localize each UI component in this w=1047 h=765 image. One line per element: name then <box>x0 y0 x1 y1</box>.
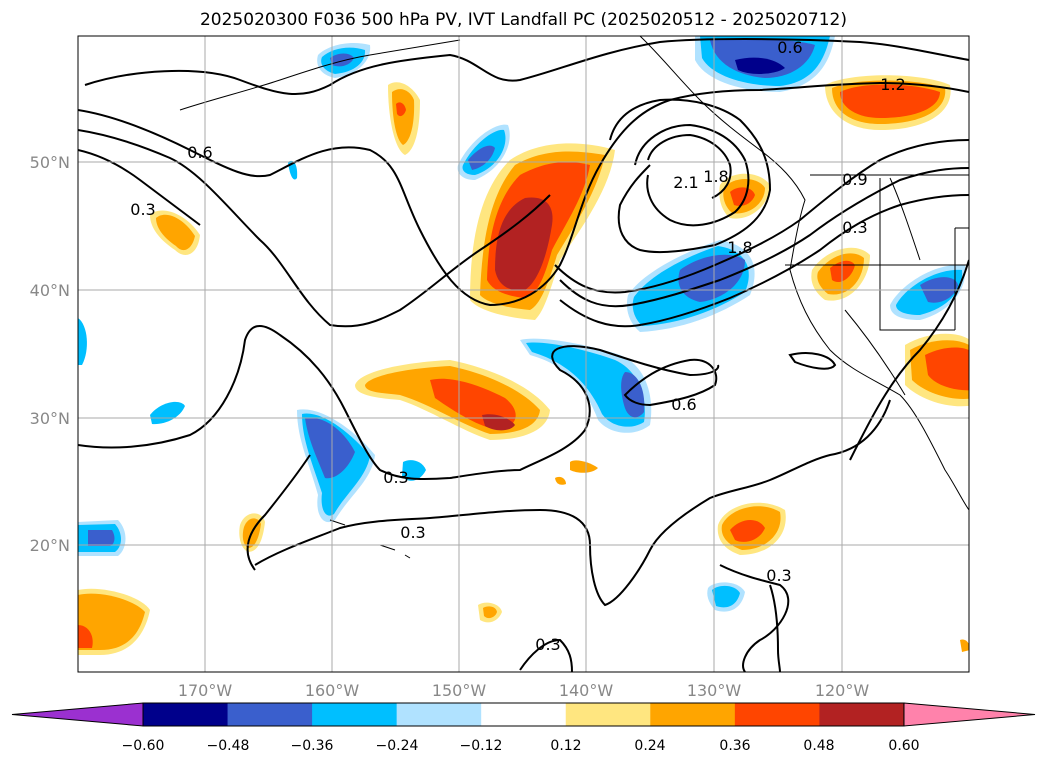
shading-layer <box>78 36 969 655</box>
contour-label: 0.9 <box>842 170 867 189</box>
graticule <box>78 36 969 672</box>
lon-label: 140°W <box>559 681 614 700</box>
lon-label: 160°W <box>305 681 360 700</box>
colorbar-segment <box>143 703 229 726</box>
contour-label: 0.3 <box>766 566 791 585</box>
contour-label: 1.8 <box>703 167 728 186</box>
colorbar-segment <box>734 703 820 726</box>
lat-label: 30°N <box>30 409 70 428</box>
colorbar-tick-label: 0.12 <box>550 738 581 754</box>
contour-label: 0.6 <box>671 395 696 414</box>
colorbar-outline <box>142 702 905 727</box>
lon-label: 120°W <box>815 681 870 700</box>
lat-label: 20°N <box>30 536 70 555</box>
colorbar-tick-label: −0.48 <box>207 738 250 754</box>
lon-label: 170°W <box>178 681 233 700</box>
contour-label: 0.3 <box>535 635 560 654</box>
colorbar-tick-label: 0.48 <box>803 738 834 754</box>
colorbar-segment <box>565 703 651 726</box>
latitude-labels: 50°N 40°N 30°N 20°N <box>30 153 70 555</box>
map-panel <box>78 36 969 672</box>
colorbar-tick-label: −0.60 <box>122 738 165 754</box>
map-border <box>77 35 970 673</box>
colorbar-tick-label: −0.36 <box>291 738 334 754</box>
longitude-labels: 170°W 160°W 150°W 140°W 130°W 120°W <box>178 681 870 700</box>
lon-label: 150°W <box>432 681 487 700</box>
colorbar-tick-label: 0.36 <box>719 738 750 754</box>
map-title: 2025020300 F036 500 hPa PV, IVT Landfall… <box>199 10 847 30</box>
colorbar-extend-low <box>11 702 144 727</box>
lon-label: 130°W <box>687 681 742 700</box>
colorbar-segment <box>481 703 567 726</box>
contour-label: 0.6 <box>187 143 212 162</box>
colorbar-tick-labels: −0.60 −0.48 −0.36 −0.24 −0.12 0.12 0.24 … <box>122 738 920 754</box>
pv-contour-layer <box>78 38 969 672</box>
contour-labels: 0.6 1.2 0.6 0.3 0.9 0.3 2.1 1.8 1.8 0.6 … <box>130 38 905 654</box>
colorbar-extend-high <box>903 702 1036 727</box>
contour-label: 1.8 <box>727 238 752 257</box>
colorbar-segment <box>227 703 313 726</box>
lat-label: 50°N <box>30 153 70 172</box>
colorbar-segment <box>396 703 482 726</box>
contour-label: 2.1 <box>673 173 698 192</box>
lat-label: 40°N <box>30 281 70 300</box>
colorbar <box>11 702 1036 727</box>
contour-label: 0.6 <box>777 38 802 57</box>
colorbar-tick-label: 0.24 <box>634 738 665 754</box>
colorbar-tick-label: 0.60 <box>888 738 919 754</box>
contour-label: 0.3 <box>383 468 408 487</box>
contour-label: 0.3 <box>842 218 867 237</box>
colorbar-tick-label: −0.24 <box>376 738 419 754</box>
contour-label: 0.3 <box>400 523 425 542</box>
colorbar-segment <box>312 703 398 726</box>
contour-label: 0.3 <box>130 200 155 219</box>
colorbar-segment <box>819 703 905 726</box>
contour-label: 1.2 <box>880 75 905 94</box>
colorbar-segment <box>650 703 736 726</box>
colorbar-tick-label: −0.12 <box>460 738 503 754</box>
